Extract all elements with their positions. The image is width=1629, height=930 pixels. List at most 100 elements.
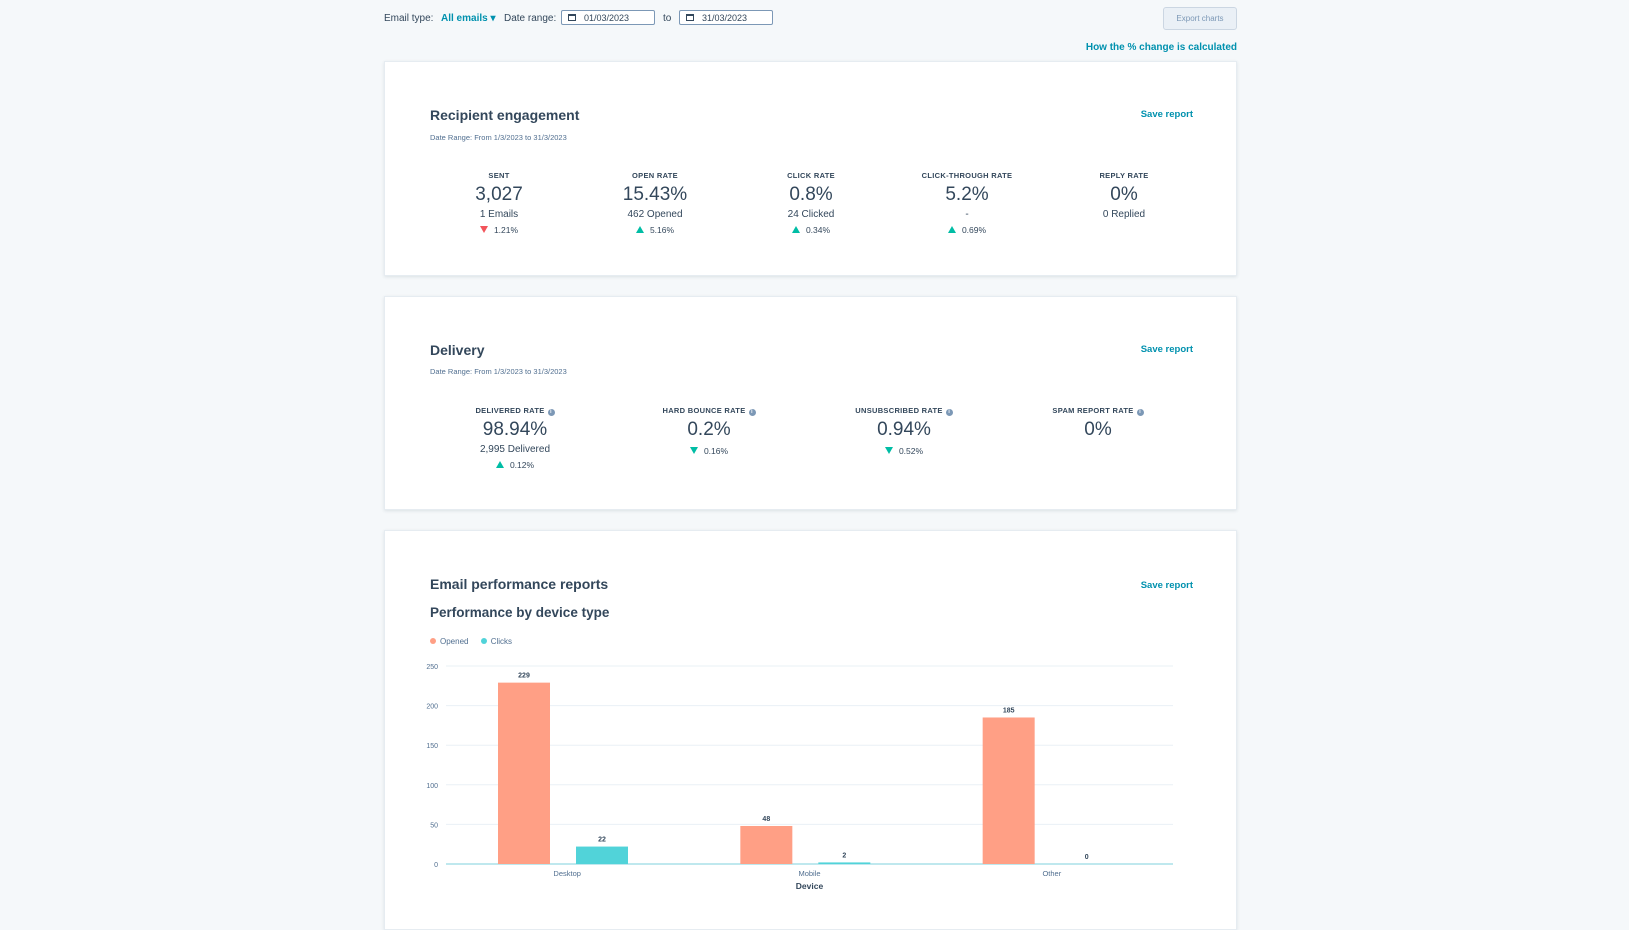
stat-delivered-rate: DELIVERED RATE i 98.94% 2,995 Delivered 0… — [445, 406, 585, 470]
x-axis-title: Device — [796, 881, 824, 891]
stat-label: CLICK RATE — [787, 171, 835, 180]
stat-value: 3,027 — [475, 184, 523, 205]
change-value: 0.69% — [961, 225, 987, 235]
chart-legend: Opened Clicks — [430, 637, 512, 646]
save-report-button[interactable]: Save report — [1140, 344, 1193, 355]
label-text: UNSUBSCRIBED RATE — [855, 406, 943, 415]
to-label: to — [663, 13, 672, 24]
save-report-button[interactable]: Save report — [1140, 580, 1193, 591]
legend-item-clicks[interactable]: Clicks — [480, 637, 513, 646]
stat-value: 0.8% — [789, 184, 833, 205]
x-tick-label: Other — [1042, 869, 1061, 878]
triangle-up-icon — [495, 461, 504, 468]
change-value: 0.12% — [509, 460, 535, 470]
stat-hard-bounce-rate: HARD BOUNCE RATE i 0.2% 0.16% — [639, 406, 779, 456]
chevron-down-icon: ▾ — [490, 13, 496, 24]
calendar-icon — [568, 14, 576, 21]
stat-label: OPEN RATE — [632, 171, 678, 180]
data-label: 0 — [1085, 854, 1089, 861]
date-range-label: Date range: — [504, 13, 557, 24]
y-tick-label: 50 — [430, 822, 438, 829]
data-label: 2 — [842, 852, 846, 859]
legend-dot-icon — [480, 638, 487, 644]
email-type-dropdown[interactable]: All emails ▾ — [441, 13, 496, 24]
export-charts-button[interactable]: Export charts — [1163, 7, 1237, 30]
y-tick-label: 150 — [426, 743, 438, 750]
change-value: 5.16% — [649, 225, 675, 235]
filter-bar: Email type: All emails ▾ Date range: 01/… — [384, 7, 1237, 30]
info-icon[interactable]: i — [945, 409, 953, 416]
y-tick-label: 100 — [426, 783, 438, 790]
date-from-input[interactable]: 01/03/2023 — [561, 10, 655, 25]
date-range-text: Date Range: From 1/3/2023 to 31/3/2023 — [430, 133, 567, 142]
legend-item-opened[interactable]: Opened — [430, 637, 468, 646]
card-title: Recipient engagement — [430, 107, 580, 123]
x-tick-label: Mobile — [798, 869, 820, 878]
info-icon[interactable]: i — [1136, 409, 1144, 416]
data-label: 22 — [598, 837, 606, 844]
legend-dot-icon — [430, 638, 436, 644]
stat-value: 0% — [1110, 184, 1138, 205]
email-type-label: Email type: — [384, 13, 434, 24]
device-bar-chart: 0 50 100 150 200 250 229 22 Desktop 48 2 Mobile 185 0… — [426, 664, 1173, 891]
date-to-input[interactable]: 31/03/2023 — [679, 10, 773, 25]
email-type-value: All emails — [441, 13, 488, 24]
chart-title: Performance by device type — [430, 605, 610, 620]
change-value: 0.52% — [898, 446, 924, 456]
stat-label: UNSUBSCRIBED RATE i — [834, 406, 974, 417]
legend-label: Opened — [440, 637, 469, 646]
stat-change: 0.16% — [639, 446, 779, 456]
label-text: HARD BOUNCE RATE — [662, 406, 746, 415]
stat-change: 0.34% — [741, 225, 881, 235]
data-label: 229 — [518, 673, 530, 680]
date-to-value: 31/03/2023 — [702, 13, 748, 23]
stat-change: 1.21% — [429, 225, 569, 235]
triangle-down-icon — [479, 226, 488, 233]
x-tick-label: Desktop — [553, 869, 581, 878]
stat-value: 0.94% — [877, 419, 931, 440]
y-tick-label: 250 — [426, 664, 438, 671]
pct-change-link[interactable]: How the % change is calculated — [1085, 42, 1237, 53]
stat-label: DELIVERED RATE i — [445, 406, 585, 417]
delivery-card: Delivery Date Range: From 1/3/2023 to 31… — [384, 296, 1237, 510]
stat-sub: - — [965, 209, 969, 220]
recipient-engagement-card: Recipient engagement Date Range: From 1/… — [384, 61, 1237, 276]
stat-label: REPLY RATE — [1099, 171, 1149, 180]
info-icon[interactable]: i — [547, 409, 555, 416]
change-value: 0.16% — [703, 446, 729, 456]
legend-label: Clicks — [490, 637, 513, 646]
bar-opened-mobile — [740, 825, 793, 864]
info-icon[interactable]: i — [748, 409, 756, 416]
stat-sub: 24 Clicked — [787, 209, 835, 220]
triangle-up-icon — [791, 226, 800, 233]
save-report-button[interactable]: Save report — [1140, 109, 1193, 120]
stat-label: CLICK-THROUGH RATE — [921, 171, 1013, 180]
stat-click-rate: CLICK RATE 0.8% 24 Clicked 0.34% — [741, 171, 881, 235]
card-title: Delivery — [430, 342, 485, 358]
card-title: Email performance reports — [430, 576, 609, 592]
email-performance-card: Email performance reports Save report Pe… — [384, 530, 1237, 930]
stat-click-through-rate: CLICK-THROUGH RATE 5.2% - 0.69% — [897, 171, 1037, 235]
stat-unsubscribed-rate: UNSUBSCRIBED RATE i 0.94% 0.52% — [834, 406, 974, 456]
stat-open-rate: OPEN RATE 15.43% 462 Opened 5.16% — [585, 171, 725, 235]
y-tick-label: 200 — [426, 704, 438, 711]
bar-opened-desktop — [498, 682, 550, 864]
stat-sent: SENT 3,027 1 Emails 1.21% — [429, 171, 569, 235]
bar-opened-other — [982, 717, 1035, 864]
date-from-value: 01/03/2023 — [584, 13, 630, 23]
bar-clicks-mobile — [818, 862, 871, 864]
y-tick-label: 0 — [434, 862, 438, 869]
bar-clicks-desktop — [576, 846, 628, 864]
stat-spam-report-rate: SPAM REPORT RATE i 0% — [1028, 406, 1168, 441]
triangle-up-icon — [947, 226, 956, 233]
stat-value: 15.43% — [622, 184, 688, 205]
stat-label: SENT — [488, 171, 510, 180]
triangle-down-icon — [689, 447, 698, 454]
stat-value: 98.94% — [482, 419, 548, 440]
stat-change: 0.12% — [445, 460, 585, 470]
triangle-up-icon — [635, 226, 644, 233]
stat-sub: 462 Opened — [627, 209, 683, 220]
calendar-icon — [686, 14, 694, 21]
data-label: 48 — [762, 816, 770, 823]
label-text: DELIVERED RATE — [475, 406, 545, 415]
